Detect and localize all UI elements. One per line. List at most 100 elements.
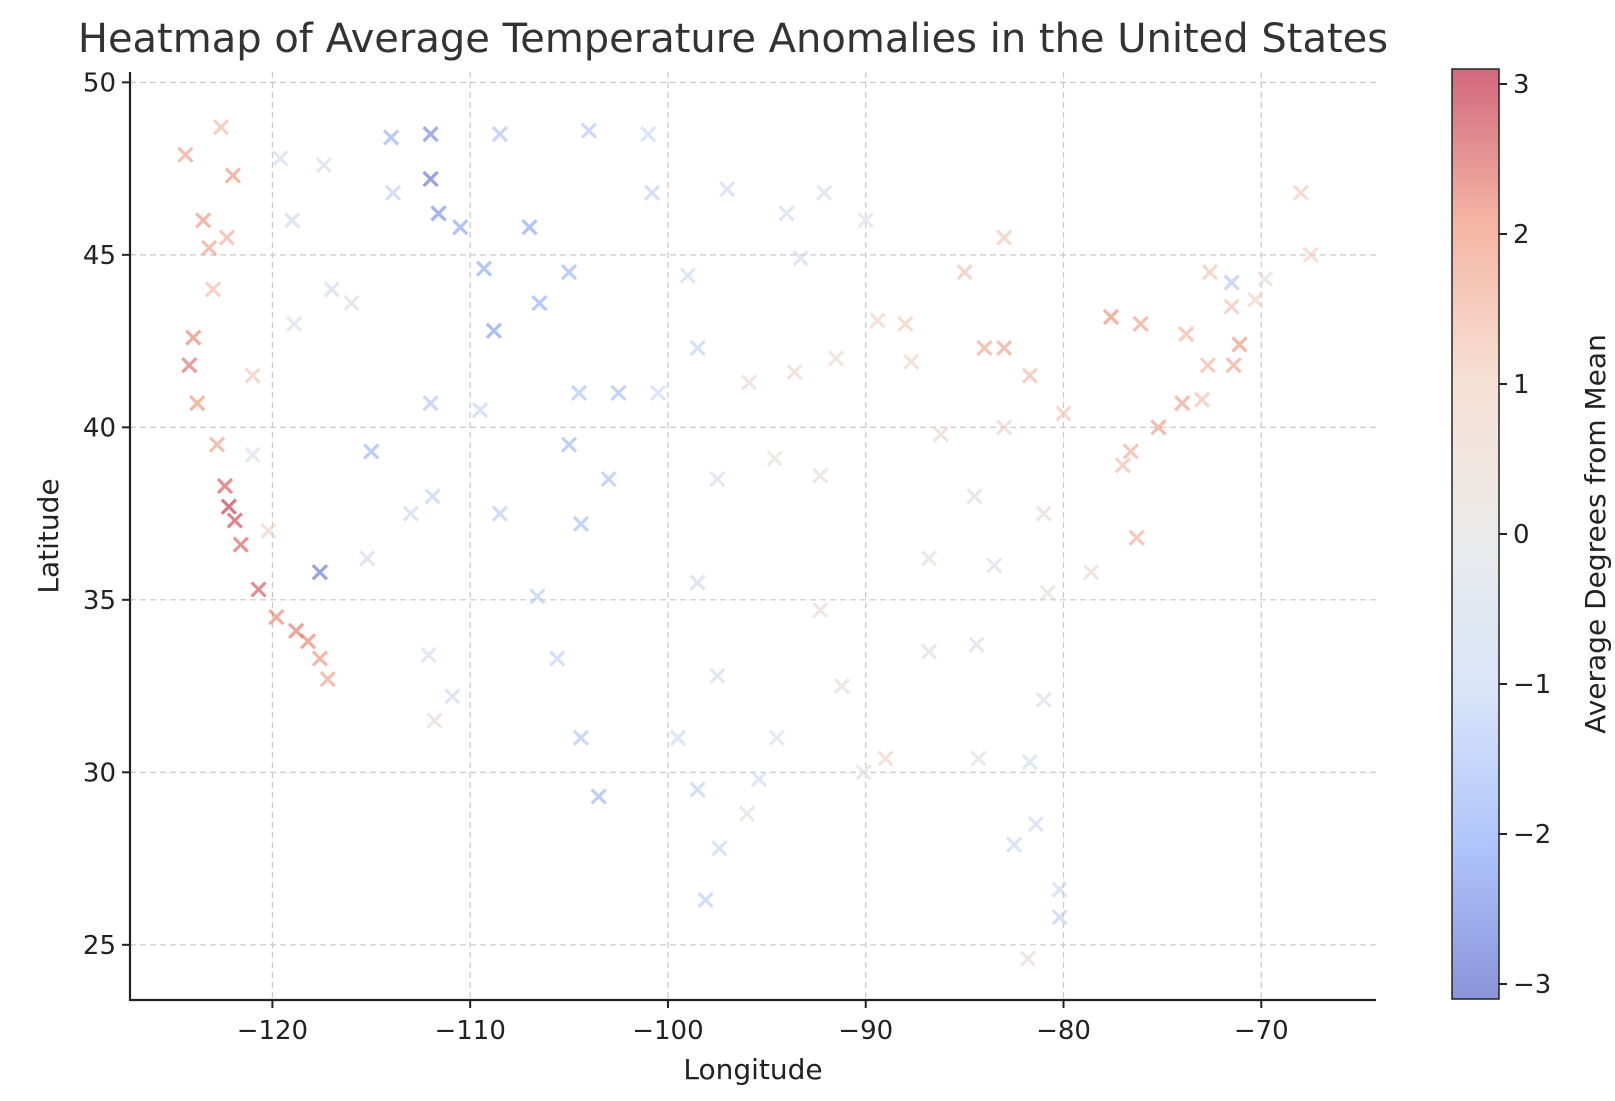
data-point	[1021, 753, 1039, 771]
data-point	[1021, 367, 1039, 384]
data-point	[204, 281, 222, 298]
data-point	[738, 805, 756, 822]
data-point	[827, 350, 845, 367]
data-point	[549, 650, 566, 667]
data-point	[1005, 836, 1023, 853]
data-point	[185, 329, 202, 346]
data-point	[299, 633, 317, 650]
colorbar-tick-label: −3	[1513, 970, 1551, 1000]
data-point	[920, 550, 938, 567]
x-axis-ticks: −120 −110 −100 −90 −80 −70	[237, 1000, 1289, 1046]
data-point	[1225, 357, 1242, 374]
data-point	[311, 564, 328, 581]
data-point	[968, 636, 985, 653]
data-point	[430, 205, 447, 222]
data-point	[226, 512, 243, 529]
data-point	[311, 650, 328, 667]
data-point	[711, 840, 728, 857]
data-point	[740, 374, 758, 391]
x-tick-label: −70	[1234, 1016, 1289, 1046]
data-point	[1019, 950, 1037, 967]
y-tick-label: 25	[83, 931, 116, 961]
y-tick-label: 40	[83, 413, 116, 443]
data-point	[855, 764, 872, 781]
data-point	[343, 295, 360, 312]
data-point	[208, 436, 226, 453]
data-point	[1199, 357, 1217, 374]
data-point	[284, 212, 301, 229]
data-point	[966, 488, 983, 505]
data-point	[956, 263, 973, 281]
data-point	[1102, 308, 1120, 326]
data-point	[897, 315, 914, 332]
data-point	[570, 384, 588, 401]
y-tick-label: 30	[83, 758, 116, 788]
data-point	[644, 184, 661, 201]
data-point	[857, 212, 874, 229]
colorbar-label: Average Degrees from Mean	[1579, 334, 1612, 734]
data-point	[1247, 291, 1264, 308]
data-point	[920, 643, 938, 660]
data-point	[970, 750, 987, 767]
y-tick-label: 45	[83, 241, 116, 271]
data-point	[315, 157, 332, 174]
data-point	[689, 339, 706, 357]
y-tick-label: 50	[83, 68, 116, 98]
data-point	[1122, 443, 1139, 460]
data-point	[531, 295, 548, 312]
data-point	[212, 119, 230, 136]
data-point	[812, 602, 829, 619]
data-point	[1027, 815, 1044, 833]
x-tick-label: −90	[838, 1016, 893, 1046]
data-point	[1201, 263, 1219, 281]
data-point	[1193, 391, 1211, 408]
data-point	[319, 671, 336, 688]
x-tick-label: −100	[632, 1016, 703, 1046]
data-point	[471, 401, 489, 419]
data-point	[426, 712, 443, 729]
data-point	[986, 557, 1003, 574]
x-tick-label: −120	[237, 1016, 308, 1046]
data-point	[778, 205, 795, 222]
data-point	[177, 146, 194, 163]
data-point	[1051, 881, 1068, 898]
colorbar-tick-label: 1	[1513, 370, 1530, 400]
colorbar-tick-label: −2	[1513, 820, 1551, 850]
data-point	[323, 281, 340, 298]
data-point	[1114, 457, 1131, 474]
data-point	[709, 667, 726, 684]
data-point	[816, 184, 833, 201]
data-point	[181, 357, 198, 374]
data-point	[1150, 419, 1167, 436]
gridlines	[130, 72, 1376, 1000]
data-point	[709, 470, 726, 488]
data-point	[689, 781, 706, 798]
data-point	[1223, 298, 1240, 315]
x-tick-label: −110	[434, 1016, 505, 1046]
data-point	[766, 450, 783, 467]
colorbar-tick-label: −1	[1513, 670, 1551, 700]
data-point	[250, 581, 267, 598]
data-point	[1055, 405, 1072, 422]
data-point	[572, 729, 590, 746]
data-point	[422, 170, 439, 188]
data-point	[272, 150, 289, 167]
data-point	[218, 229, 236, 246]
data-point	[786, 364, 803, 381]
data-point	[719, 181, 736, 198]
y-axis-label: Latitude	[32, 478, 65, 593]
data-point	[1132, 315, 1149, 332]
data-point	[286, 315, 303, 332]
data-point	[260, 522, 277, 539]
data-point	[1035, 505, 1052, 522]
data-point	[833, 677, 851, 695]
data-point	[200, 239, 218, 257]
data-point	[812, 467, 829, 484]
chart-title: Heatmap of Average Temperature Anomalies…	[78, 16, 1388, 62]
data-point	[268, 608, 285, 626]
data-point	[976, 339, 993, 357]
data-point	[750, 771, 768, 788]
data-point	[1177, 326, 1195, 343]
data-point	[1174, 395, 1191, 412]
data-point	[475, 260, 493, 277]
